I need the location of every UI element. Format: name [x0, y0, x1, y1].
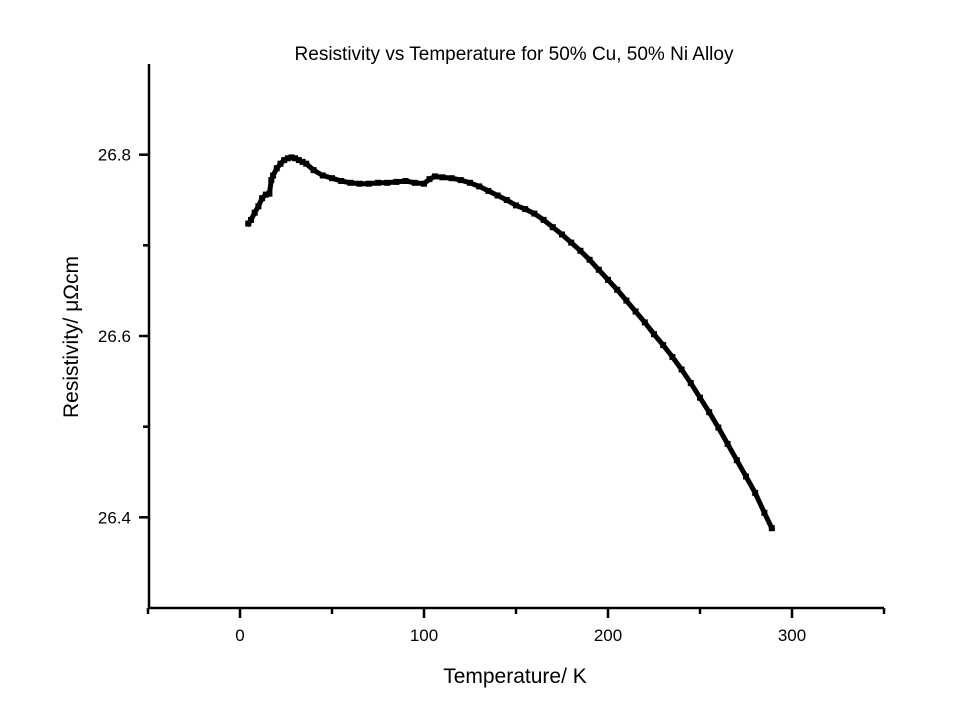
data-point [669, 353, 676, 360]
data-point [476, 183, 483, 190]
data-point [432, 173, 438, 180]
data-point [724, 440, 731, 447]
data-point [678, 366, 685, 373]
data-point [752, 489, 759, 496]
data-point [292, 155, 299, 162]
y-tick-label: 26.4 [98, 508, 131, 527]
data-point [356, 180, 363, 187]
data-point [268, 177, 275, 184]
data-point [586, 256, 593, 263]
data-point [288, 154, 295, 161]
data-point [697, 394, 703, 401]
data-point [761, 509, 768, 516]
data-point [338, 178, 345, 184]
data-point [448, 175, 455, 182]
data-point [375, 179, 381, 186]
data-point [540, 216, 547, 223]
data-point [284, 155, 291, 162]
data-point [605, 276, 611, 283]
data-point [255, 203, 262, 210]
chart-title: Resistivity vs Temperature for 50% Cu, 5… [295, 44, 734, 65]
data-point [614, 286, 621, 293]
data-point [402, 178, 409, 184]
x-axis-label: Temperature/ K [443, 665, 587, 688]
data-point [259, 195, 266, 202]
data-point [651, 331, 657, 338]
data-point [281, 157, 288, 164]
data-point [426, 176, 433, 183]
x-tick-label: 300 [778, 626, 806, 645]
data-point [411, 179, 418, 186]
data-point [494, 192, 501, 199]
data-point [277, 160, 284, 167]
x-ticks: 0 100 200 300 [146, 608, 886, 645]
y-axis-label: Resistivity/ μΩcm [60, 256, 83, 418]
x-tick-label: 200 [594, 626, 622, 645]
data-point [384, 179, 391, 186]
data-point [310, 167, 317, 174]
data-point [262, 191, 269, 198]
data-point [660, 342, 667, 349]
data-point [393, 178, 400, 185]
data-point [347, 179, 354, 186]
data-point [743, 473, 749, 480]
data-point [513, 202, 519, 209]
data-point [248, 216, 254, 223]
y-ticks: 26.4 26.6 26.8 [98, 146, 149, 527]
data-point [365, 180, 372, 187]
data-point [549, 224, 556, 231]
data-point [733, 457, 740, 464]
data-point [595, 266, 602, 273]
data-point [687, 380, 694, 387]
data-point [245, 220, 252, 227]
data-point [295, 157, 302, 164]
data-point [503, 197, 510, 203]
data-point [467, 179, 473, 186]
data-point [457, 177, 464, 184]
data-series [244, 154, 776, 532]
data-point [251, 209, 258, 216]
data-point [568, 239, 575, 246]
x-tick-label: 0 [235, 626, 244, 645]
data-point [270, 172, 277, 179]
data-point [266, 190, 273, 197]
data-point [522, 206, 529, 213]
y-tick-label: 26.8 [98, 146, 131, 165]
data-point [421, 180, 427, 187]
data-point [319, 172, 326, 179]
x-tick-label: 100 [410, 626, 438, 645]
data-point [632, 308, 639, 315]
data-point [531, 210, 538, 217]
data-point [485, 187, 492, 194]
data-point [299, 158, 306, 165]
data-point [715, 424, 722, 431]
data-point [329, 175, 335, 182]
data-point [273, 165, 280, 172]
series-trace [244, 154, 776, 532]
data-point [706, 409, 713, 416]
data-point [623, 297, 630, 304]
data-point [768, 525, 775, 532]
data-point [439, 174, 446, 181]
data-point [303, 160, 310, 167]
data-point [641, 319, 648, 326]
data-point [577, 247, 584, 254]
y-tick-label: 26.6 [98, 327, 131, 346]
data-point [559, 231, 565, 238]
